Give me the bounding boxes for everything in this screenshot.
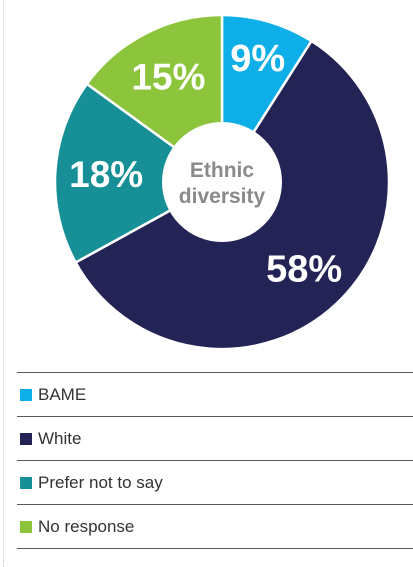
dotted-margin-rule xyxy=(3,0,4,567)
donut-chart: Ethnic diversity 9% 58% 18% 15% xyxy=(53,13,391,351)
legend-swatch-no-response xyxy=(20,521,32,533)
legend-item-prefer-not-to-say: Prefer not to say xyxy=(17,460,413,504)
slice-label-bame: 9% xyxy=(230,38,285,80)
legend-label-bame: BAME xyxy=(38,385,87,404)
slice-label-prefer-not-to-say: 18% xyxy=(69,154,143,195)
center-label-line-2: diversity xyxy=(179,185,266,208)
slice-labels: 9% 58% 18% 15% xyxy=(69,38,342,290)
legend-label-prefer-not-to-say: Prefer not to say xyxy=(38,473,163,492)
chart-legend: BAME White Prefer not to say No response xyxy=(17,372,413,549)
legend-swatch-white xyxy=(20,433,32,445)
legend-item-white: White xyxy=(17,416,413,460)
legend-swatch-bame xyxy=(20,389,32,401)
legend-item-no-response: No response xyxy=(17,504,413,549)
legend-item-bame: BAME xyxy=(17,372,413,416)
slice-prefer-not-to-say xyxy=(53,82,224,264)
legend-swatch-prefer-not-to-say xyxy=(20,477,32,489)
legend-label-no-response: No response xyxy=(38,517,135,536)
slice-label-white: 58% xyxy=(266,249,342,291)
center-label-line-1: Ethnic xyxy=(190,159,254,182)
legend-label-white: White xyxy=(38,429,82,448)
donut-center-hole xyxy=(162,122,282,242)
slice-label-no-response: 15% xyxy=(131,56,205,97)
